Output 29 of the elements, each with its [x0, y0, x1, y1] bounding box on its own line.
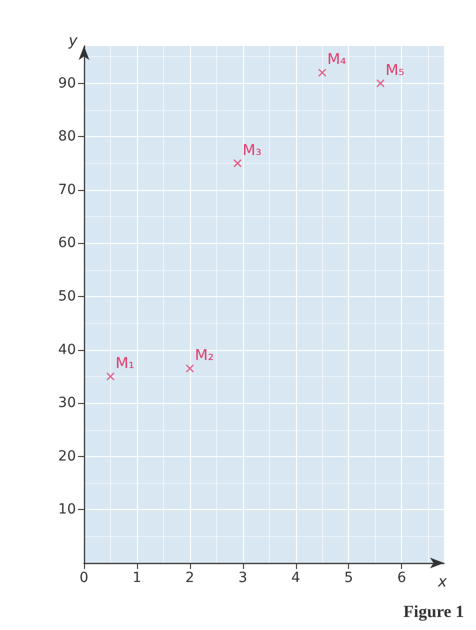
x-tick-label: 6: [397, 570, 406, 586]
point: [376, 79, 385, 88]
point: [233, 159, 242, 168]
point: [186, 364, 194, 373]
y-tick-label: 50: [58, 288, 76, 305]
point: [106, 372, 115, 381]
x-axis-title: x: [437, 572, 447, 590]
annotation: M₂: [194, 346, 214, 364]
x-tick-label: 0: [80, 570, 88, 586]
y-tick-label: 80: [58, 128, 76, 145]
y-tick-label: 30: [58, 395, 76, 412]
y-axis-title: y: [68, 32, 79, 50]
annotation: M₄: [327, 50, 346, 68]
point: [318, 68, 326, 77]
x-tick-label: 2: [185, 570, 194, 586]
x-tick-label: 4: [291, 570, 300, 586]
y-tick-label: 70: [58, 182, 76, 198]
y-tick-label: 60: [58, 235, 76, 252]
x-tick-label: 3: [238, 570, 248, 586]
y-tick-label: 90: [58, 75, 76, 92]
annotation: M₅: [385, 60, 404, 79]
y-tick-label: 20: [58, 448, 76, 464]
y-tick-label: 40: [58, 342, 76, 358]
y-tick-label: 10: [58, 502, 76, 518]
annotation: M₃: [242, 140, 262, 159]
annotation: M₁: [115, 354, 134, 372]
x-tick-label: 5: [344, 570, 354, 586]
x-tick-label: 1: [132, 570, 142, 586]
caption: Figure 1: [403, 602, 464, 621]
